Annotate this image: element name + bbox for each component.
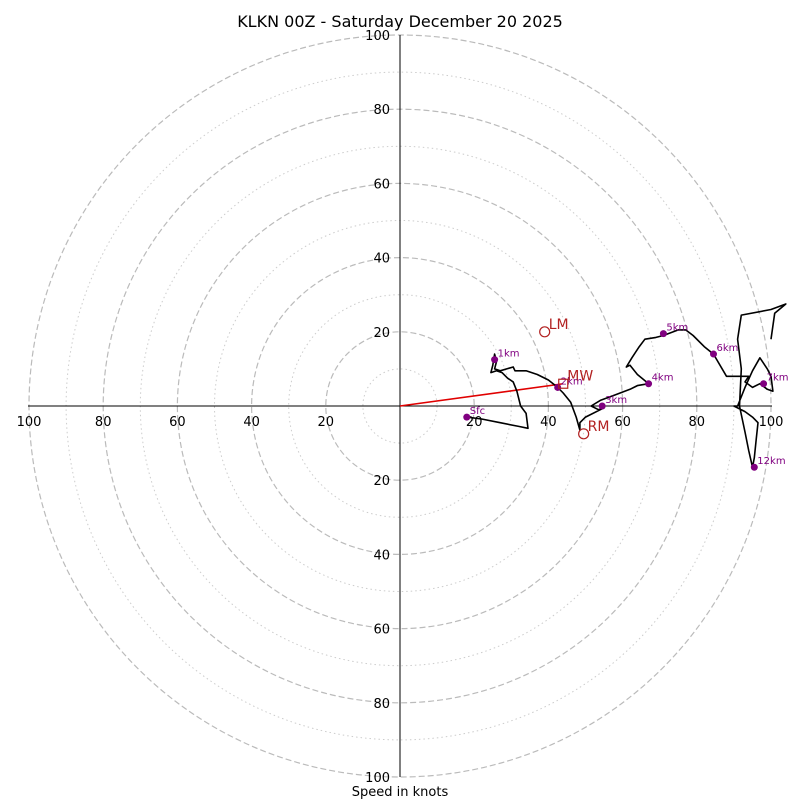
height-marker-label: 2km: [561, 376, 583, 387]
height-marker-point: [491, 356, 499, 364]
hodograph-line: [466, 303, 787, 469]
x-tick-label: 100: [759, 415, 784, 430]
y-tick-label: 100: [365, 29, 390, 44]
tick-labels: 100 80 60 40 20 20 40 60 80 100100806040202040608…: [17, 29, 784, 786]
height-marker-point: [750, 463, 758, 471]
height-marker-label: 4km: [652, 373, 674, 384]
height-marker-label: 6km: [716, 343, 738, 354]
height-marker-label: 7km: [767, 373, 789, 384]
hodograph-trace: [466, 303, 787, 469]
height-marker-point: [463, 413, 471, 421]
x-axis-label: Speed in knots: [352, 785, 449, 800]
height-marker-point: [598, 402, 606, 410]
height-marker-point: [760, 380, 768, 388]
mean-wind-vector: [399, 382, 564, 407]
y-tick-label: 40: [373, 252, 390, 267]
y-tick-label: 100: [365, 771, 390, 786]
chart-title: KLKN 00Z - Saturday December 20 2025: [237, 12, 563, 31]
x-tick-label: 20: [318, 415, 335, 430]
x-tick-label: 80: [95, 415, 112, 430]
storm-motion-marker: [558, 378, 569, 389]
height-marker-point: [659, 330, 667, 338]
height-marker-label: 3km: [605, 395, 627, 406]
y-tick-label: 60: [373, 177, 390, 192]
storm-motion-label: LM: [549, 317, 569, 333]
x-tick-label: 40: [243, 415, 260, 430]
storm-motions: LM MW RM: [539, 317, 610, 440]
y-tick-label: 80: [373, 697, 390, 712]
height-marker-label: Sfc: [470, 406, 485, 417]
height-marker-point: [645, 380, 653, 388]
y-tick-label: 80: [373, 103, 390, 118]
height-marker-point: [709, 350, 717, 358]
storm-motion-marker: [578, 428, 590, 440]
x-tick-label: 40: [540, 415, 557, 430]
x-tick-label: 80: [689, 415, 706, 430]
storm-motion-label: MW: [567, 369, 593, 385]
shear-vector-line: [399, 382, 564, 407]
height-marker-label: 1km: [498, 349, 520, 360]
height-marker-label: 5km: [666, 323, 688, 334]
height-marker-point: [554, 383, 562, 391]
x-tick-label: 100: [17, 415, 42, 430]
y-tick-label: 20: [373, 474, 390, 489]
y-tick-label: 40: [373, 548, 390, 563]
y-tick-label: 60: [373, 623, 390, 638]
x-tick-label: 60: [614, 415, 631, 430]
storm-motion-marker: [539, 326, 551, 338]
y-tick-label: 20: [373, 326, 390, 341]
x-tick-label: 60: [169, 415, 186, 430]
height-markers: Sfc 1km 2km 3km 4km 5km 6km 7km 12km: [463, 323, 788, 471]
height-marker-label: 12km: [757, 456, 785, 467]
storm-motion-label: RM: [588, 419, 610, 435]
